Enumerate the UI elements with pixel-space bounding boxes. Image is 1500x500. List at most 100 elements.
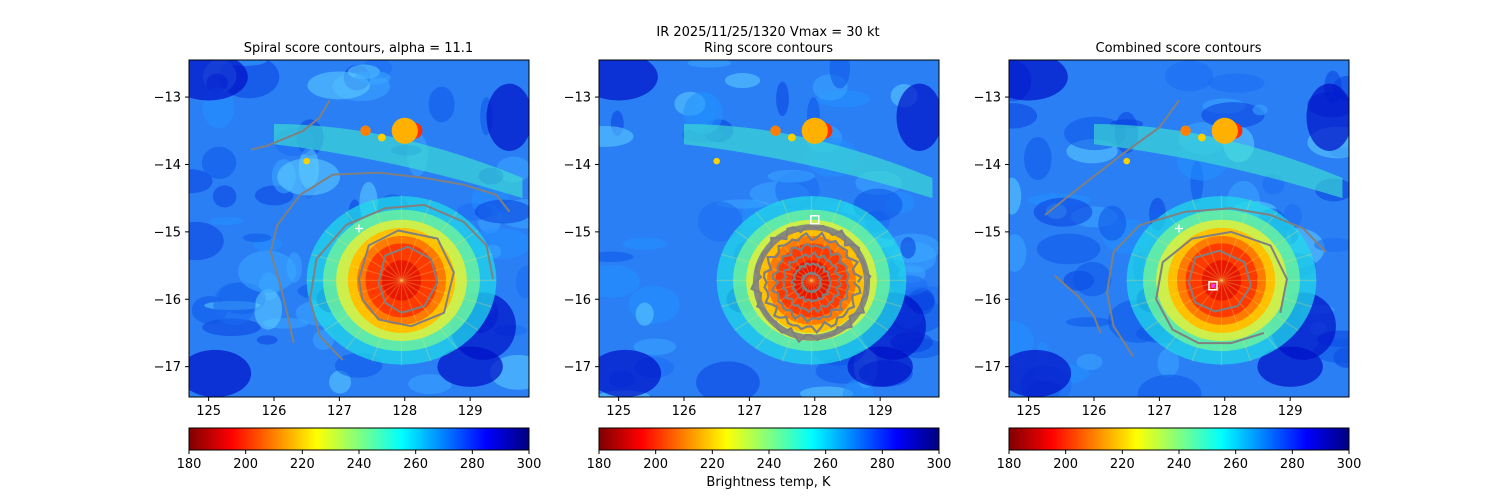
radial-streak bbox=[1221, 229, 1299, 281]
axes: 125 126 127 128 129 −13 −14 −15 −16 −17 bbox=[564, 59, 940, 419]
panel-ring: Ring score contours 125 126 127 128 129 −13 −1… bbox=[564, 41, 955, 490]
cloud-blob bbox=[474, 199, 529, 224]
convective-cell bbox=[360, 125, 371, 137]
colorbar-tick-label: 240 bbox=[1167, 457, 1192, 472]
convective-cell bbox=[391, 117, 418, 144]
cloud-blob bbox=[515, 265, 529, 299]
cloud-blob bbox=[1009, 177, 1022, 215]
x-tick-label: 127 bbox=[737, 404, 762, 419]
cloud-blob bbox=[599, 125, 634, 147]
cloud-blob bbox=[277, 158, 341, 196]
cloud-blob bbox=[1009, 103, 1038, 129]
colorbar-tick-label: 220 bbox=[1110, 457, 1135, 472]
score-contour bbox=[250, 99, 331, 151]
cloud-blob bbox=[329, 370, 351, 394]
panel-title: Spiral score contours, alpha = 11.1 bbox=[244, 41, 473, 56]
x-tick-label: 126 bbox=[1082, 404, 1107, 419]
radial-streak bbox=[720, 253, 812, 281]
x-tick-label: 128 bbox=[392, 404, 417, 419]
radial-streak bbox=[401, 279, 479, 331]
axes-frame bbox=[188, 59, 530, 398]
colorbar-tick-label: 260 bbox=[403, 457, 428, 472]
radial-streak bbox=[310, 253, 402, 281]
colorbar-tick-label: 260 bbox=[1223, 457, 1248, 472]
score-contour bbox=[1106, 207, 1327, 358]
radial-streak bbox=[781, 280, 813, 362]
colorbar-label: Brightness temp, K bbox=[706, 475, 831, 490]
cloud-blob bbox=[635, 302, 654, 326]
axes: 125 126 127 128 129 −13 −14 −15 −16 −17 bbox=[974, 59, 1350, 419]
radial-streak bbox=[324, 279, 402, 331]
radial-streak bbox=[1221, 253, 1313, 281]
y-tick-label: −17 bbox=[154, 360, 181, 375]
radial-streak bbox=[1165, 211, 1222, 281]
panel-title: Combined score contours bbox=[1096, 41, 1262, 56]
cloud-blob bbox=[776, 81, 789, 117]
radial-streak bbox=[401, 229, 479, 281]
cloud-blob bbox=[286, 252, 302, 283]
x-tick-label: 125 bbox=[1016, 404, 1041, 419]
radial-streak bbox=[400, 199, 432, 281]
y-tick-label: −13 bbox=[154, 91, 181, 106]
convective-cell bbox=[1180, 125, 1191, 137]
radial-streak bbox=[1130, 253, 1222, 281]
radial-streak bbox=[1220, 280, 1252, 362]
ring-center-marker bbox=[810, 214, 820, 225]
clear-sky-region bbox=[189, 349, 252, 397]
cloud-blob bbox=[767, 169, 815, 183]
colorbar-tick-label: 200 bbox=[643, 457, 668, 472]
colorbar-tick-label: 240 bbox=[757, 457, 782, 472]
x-tick-label: 129 bbox=[868, 404, 893, 419]
combined-center-dot bbox=[1210, 283, 1216, 288]
score-contour bbox=[1155, 230, 1288, 345]
cloud-blob bbox=[1076, 353, 1103, 371]
radial-streak bbox=[1221, 280, 1278, 350]
radial-streak bbox=[1191, 280, 1223, 362]
cloud-blob bbox=[696, 361, 760, 397]
clear-sky-region bbox=[1257, 346, 1323, 387]
radial-streak bbox=[720, 279, 812, 308]
convective-cell bbox=[1197, 133, 1206, 142]
storm-temperature-band bbox=[381, 260, 422, 301]
clear-sky-region bbox=[599, 349, 662, 397]
cloud-blob bbox=[213, 282, 256, 326]
ring-contour bbox=[800, 270, 823, 295]
radial-streak bbox=[755, 280, 812, 350]
score-contour bbox=[1187, 249, 1252, 313]
clear-sky-region bbox=[1009, 60, 1068, 101]
cloud-blob bbox=[1207, 73, 1265, 93]
radial-streak bbox=[811, 280, 868, 350]
radial-streak bbox=[401, 253, 493, 281]
score-contour bbox=[1054, 274, 1102, 334]
score-contour bbox=[309, 203, 494, 361]
x-tick-label: 127 bbox=[1147, 404, 1172, 419]
clear-sky-region bbox=[486, 83, 529, 151]
radial-streak bbox=[1191, 199, 1223, 281]
y-tick-label: −15 bbox=[974, 225, 1001, 240]
cloud-band bbox=[274, 124, 523, 199]
cloud-blob bbox=[189, 221, 224, 261]
radial-streak bbox=[1221, 279, 1299, 331]
first-guess-center bbox=[1175, 224, 1183, 233]
y-tick-label: −16 bbox=[154, 293, 181, 308]
cloud-blob bbox=[254, 289, 283, 330]
cloud-blob bbox=[1137, 374, 1202, 397]
panel-combined: Combined score contours 125 126 127 128 129 −… bbox=[974, 41, 1370, 472]
radial-streak bbox=[371, 199, 403, 281]
radial-streak bbox=[1144, 229, 1222, 281]
plot-area[interactable] bbox=[987, 53, 1370, 413]
radial-streak bbox=[734, 229, 812, 281]
cloud-blob bbox=[1036, 233, 1101, 265]
convective-cell bbox=[801, 117, 828, 144]
cloud-blob bbox=[1033, 197, 1093, 227]
cloud-blob bbox=[307, 71, 370, 100]
radial-streak bbox=[1165, 280, 1222, 350]
cloud-blob bbox=[189, 169, 213, 194]
plot-area[interactable] bbox=[578, 48, 955, 414]
plot-area[interactable] bbox=[169, 53, 555, 397]
cloud-blob bbox=[1024, 137, 1052, 181]
ring-contour bbox=[790, 262, 832, 304]
radial-streak bbox=[1221, 279, 1313, 308]
y-tick-label: −13 bbox=[974, 91, 1001, 106]
suptitle: IR 2025/11/25/1320 Vmax = 30 kt bbox=[656, 25, 879, 40]
